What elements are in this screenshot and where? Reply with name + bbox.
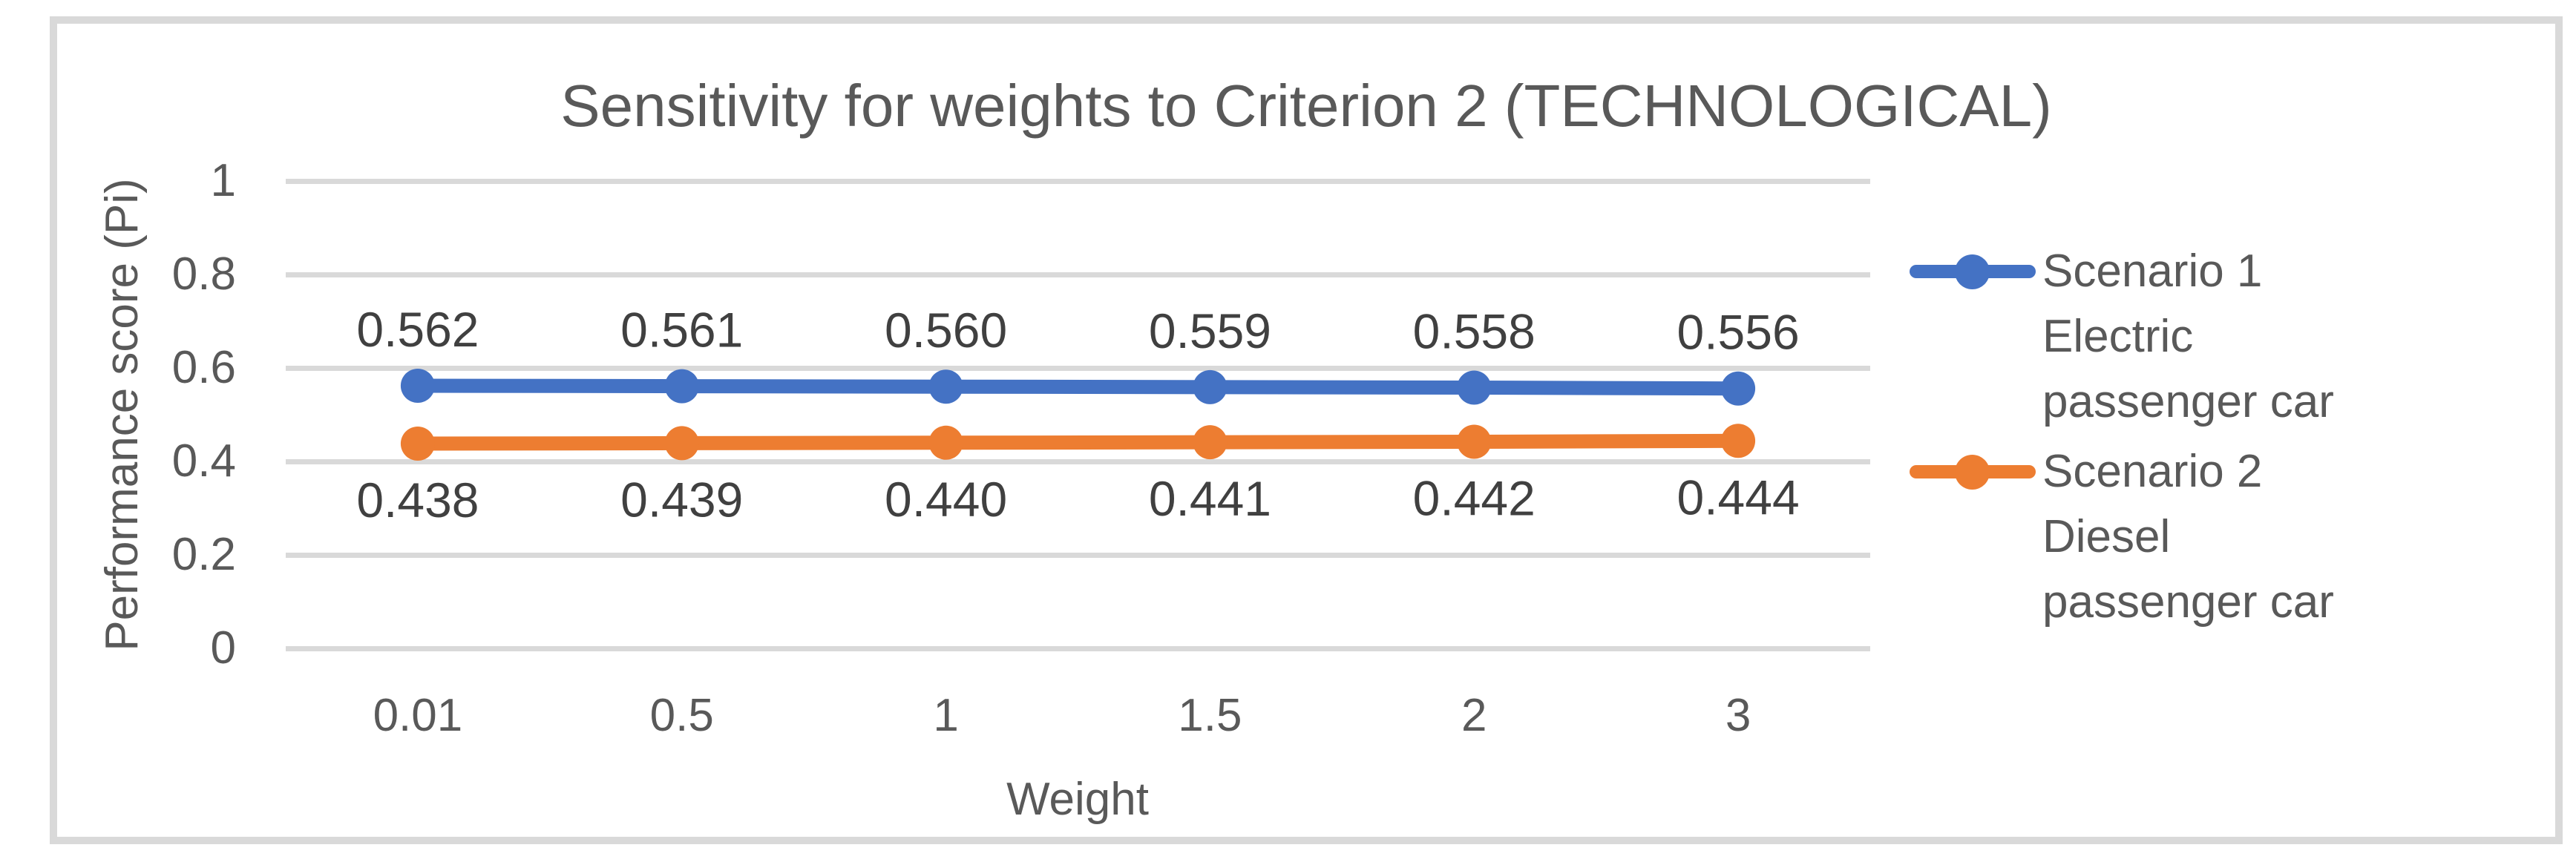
plot-area: 0.562 0.561 0.560 0.559 0.558 0.556 0.438 0.439… (356, 302, 1799, 527)
series-line-1 (410, 378, 1746, 396)
data-label: 0.561 (620, 303, 743, 358)
data-label: 0.438 (356, 473, 479, 527)
legend-label-line: passenger car (2042, 376, 2334, 427)
y-tick-label: 0 (210, 622, 236, 674)
x-tick-label: 2 (1461, 690, 1487, 741)
gridline-y-0.4 (286, 458, 1870, 464)
series-1-marker-3 (1721, 371, 1756, 406)
legend-label-line: passenger car (2042, 576, 2334, 628)
series-2-marker-2 (1457, 424, 1492, 459)
series-2-marker-0.5 (664, 426, 699, 461)
y-tick-label: 0.2 (171, 529, 236, 580)
x-tick-label: 0.01 (373, 690, 463, 741)
legend-label-line: Electric (2042, 311, 2194, 362)
data-label: 0.558 (1413, 303, 1536, 358)
series-1-marker-1.5 (1193, 369, 1228, 404)
data-label: 0.440 (885, 472, 1007, 527)
data-label: 0.441 (1149, 471, 1271, 526)
gridline-y-0.6 (286, 365, 1870, 371)
data-label: 0.439 (620, 472, 743, 527)
legend-entry-2: Scenario 2 Diesel passenger car (2042, 439, 2334, 635)
legend-marker-icon (1955, 454, 1990, 490)
y-tick-label: 1 (210, 155, 236, 206)
y-tick-label: 0.4 (171, 435, 236, 487)
x-tick-label: 1.5 (1178, 690, 1242, 741)
x-tick-label: 0.5 (649, 690, 714, 741)
chart-title: Sensitivity for weights to Criterion 2 (… (560, 73, 2052, 139)
gridline-y-0.2 (286, 552, 1870, 558)
series-1-marker-0.01 (400, 368, 435, 403)
legend-label-line: Diesel (2042, 511, 2171, 562)
gridline-y-1 (286, 178, 1870, 184)
legend-entry-1: Scenario 1 Electric passenger car (2042, 239, 2334, 435)
x-tick-label: 1 (933, 690, 959, 741)
series-1-marker-0.5 (664, 369, 699, 404)
data-label: 0.444 (1677, 470, 1799, 524)
data-label: 0.559 (1149, 303, 1271, 358)
data-label: 0.442 (1413, 471, 1536, 526)
series-2-marker-3 (1721, 424, 1756, 458)
y-tick-label: 0.8 (171, 249, 236, 300)
series-2-marker-0.01 (400, 427, 435, 461)
data-label: 0.556 (1677, 305, 1799, 360)
chart-border-frame (50, 16, 2563, 844)
legend-label-line: Scenario 2 (2042, 446, 2263, 497)
x-axis-title: Weight (1006, 774, 1149, 825)
gridline-y-0.8 (286, 272, 1870, 277)
y-tick-label: 0.6 (171, 342, 236, 393)
series-1-marker-2 (1457, 370, 1492, 405)
series-1-marker-1 (928, 369, 963, 404)
series-2-marker-1 (928, 425, 963, 460)
gridline-y-0 (286, 645, 1870, 651)
data-label: 0.560 (885, 303, 1007, 358)
series-line-2 (410, 433, 1746, 451)
legend-label-line: Scenario 1 (2042, 246, 2263, 297)
x-tick-label: 3 (1725, 690, 1751, 741)
legend-marker-icon (1955, 254, 1990, 289)
series-2-marker-1.5 (1193, 425, 1228, 460)
data-label: 0.562 (356, 302, 479, 357)
